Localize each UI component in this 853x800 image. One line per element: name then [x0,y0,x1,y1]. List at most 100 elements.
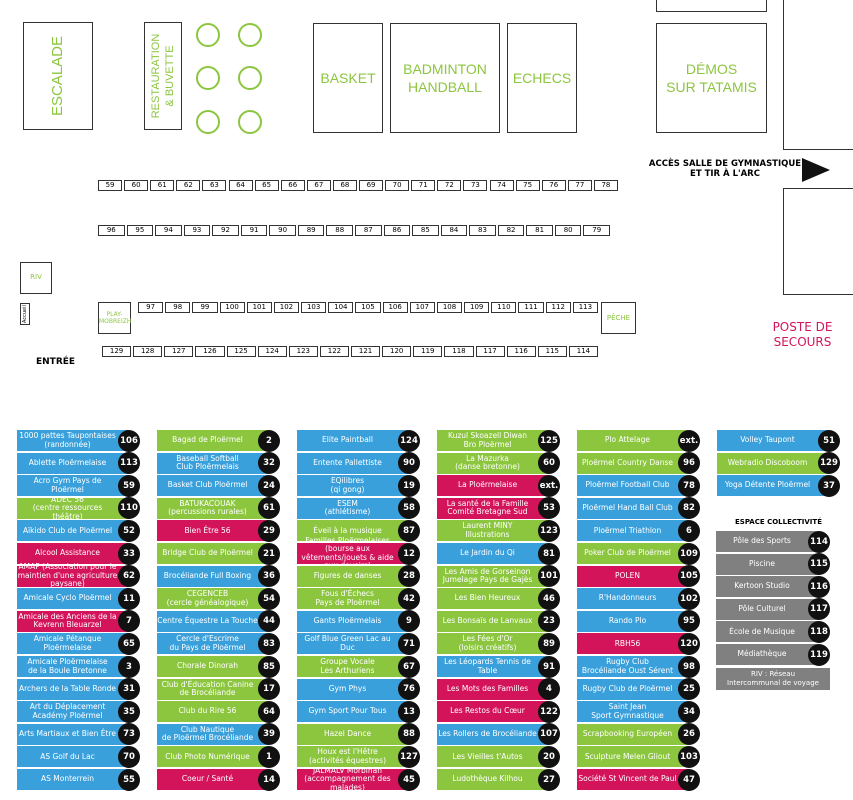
stand: 79 [583,225,610,236]
entry-number: 118 [808,620,830,643]
stand: 88 [326,225,353,236]
entry-number: 123 [538,519,560,542]
stand-play: PLAY- MOBREIZH [98,302,131,334]
entry-number: 115 [808,553,830,576]
stand: 72 [437,180,462,191]
entry-number: 32 [258,452,280,475]
entry-box: Rando Plo [577,610,688,632]
table-circle [238,23,262,47]
entry-number: 27 [538,768,560,791]
entry-number: 110 [118,497,140,520]
entry-number: 120 [678,632,700,655]
entry-box: Les Léopards Tennis de Table [437,656,548,677]
entry-number: 85 [258,655,280,678]
entry-box: Club Photo Numérique [157,746,268,768]
entry-number: 61 [258,497,280,520]
entry-number: 1 [258,745,280,768]
entry-number: 113 [118,452,140,475]
entry-box: La santé de la Famille Comité Bretagne S… [437,497,548,519]
entry-number: 124 [398,429,420,452]
entry-box: Yoga Détente Ploërmel [717,475,828,497]
entry-number: 116 [808,575,830,598]
entry-box: Les Fées d'Or (loisirs créatifs) [437,633,548,655]
stand: 74 [489,180,514,191]
entry-number: 90 [398,452,420,475]
stand: 85 [412,225,439,236]
entry-number: 24 [258,474,280,497]
entry-box: Ploërmel Triathlon [577,520,688,542]
entry-box: Pôle des Sports [716,531,818,552]
entry-number: 9 [398,610,420,633]
zone-label: ECHECS [512,69,572,86]
entry-number: 105 [678,565,700,588]
entry-number: 129 [818,452,840,475]
entry-box: EQilibres (qi gong) [297,475,408,497]
first-aid: POSTE DE SECOURS [772,320,833,349]
entry-number: 81 [538,542,560,565]
stand: 68 [332,180,357,191]
entry-number: 59 [118,474,140,497]
entry-box: Acro Gym Pays de Ploërmel [17,475,128,497]
entry-box: Rugby Club de Ploërmel [577,678,688,700]
entry-box: Bien Être 56 [157,520,268,542]
stand: 78 [593,180,618,191]
entry-number: 53 [538,497,560,520]
entry-number: 2 [258,429,280,452]
entry-number: 125 [538,429,560,452]
stand: 120 [382,346,412,357]
entry-box: Kertoon Studio [716,576,818,598]
stand: 89 [297,225,325,236]
stand: 102 [273,302,300,313]
building [656,0,767,12]
entry-number: 109 [678,542,700,565]
stand: 122 [319,346,349,357]
stand: 70 [385,180,410,191]
stand: 61 [150,180,175,191]
stand: 84 [440,225,468,236]
entry-box: ESEM (athlétisme) [297,497,408,519]
entry-box: Houx est l'Hêtre (activités équestres) [297,746,408,768]
entry-number: 34 [678,700,700,723]
entry-box: Golf Blue Green Lac au Duc [297,633,408,655]
entry-number: 35 [118,700,140,723]
riv-box: RIV [20,262,52,294]
stand: 119 [413,346,443,357]
stand: 104 [328,302,354,313]
entry-box: Gym Sport Pour Tous [297,701,408,723]
zone-label: BADMINTON HANDBALL [403,60,487,95]
entry-box: Les Vieilles t'Autos [437,746,548,768]
entry-box: Amicale Pétanque Ploërmelaise [17,633,128,655]
entry-box: JALMALV Morbihan (accompagnement des mal… [297,766,408,792]
entry-number: 106 [118,429,140,452]
entry-number: 39 [258,723,280,746]
entry-box: AS Golf du Lac [17,746,128,768]
stand: 108 [436,302,463,313]
stand: 62 [176,180,201,191]
entry-box: La Ploërmelaise [437,475,548,497]
entry-box: Chorale Dinorah [157,656,268,677]
entry-box: Amicale des Anciens de la Kevrenn Bleuar… [17,610,128,632]
entry-number: 122 [538,700,560,723]
entry-number: 78 [678,474,700,497]
stand: 59 [98,180,123,191]
entry-number: 91 [538,655,560,678]
entry-number: 28 [398,565,420,588]
entry-number: 19 [398,474,420,497]
entry-number: 95 [678,610,700,633]
stand: 90 [269,225,296,236]
entry-number: 36 [258,565,280,588]
entry-box: Elite Paintball [297,430,408,451]
entry-box: 1000 pattes Taupontaises (randonnée) [17,430,128,451]
entry-box: Baseball Softball Club Ploërmelais [157,452,268,474]
entry-number: 33 [118,542,140,565]
entry-number: 64 [258,700,280,723]
entry-number: 67 [398,655,420,678]
entry-box: Amicale Cyclo Ploërmel [17,588,128,610]
entry-box: Cercle d'Escrime du Pays de Ploërmel [157,633,268,655]
entry-box: Aïkido Club de Ploërmel [17,520,128,542]
entry-number: 62 [118,565,140,588]
stand: 92 [212,225,239,236]
entry-number: 6 [678,519,700,542]
zone-box [313,23,383,133]
